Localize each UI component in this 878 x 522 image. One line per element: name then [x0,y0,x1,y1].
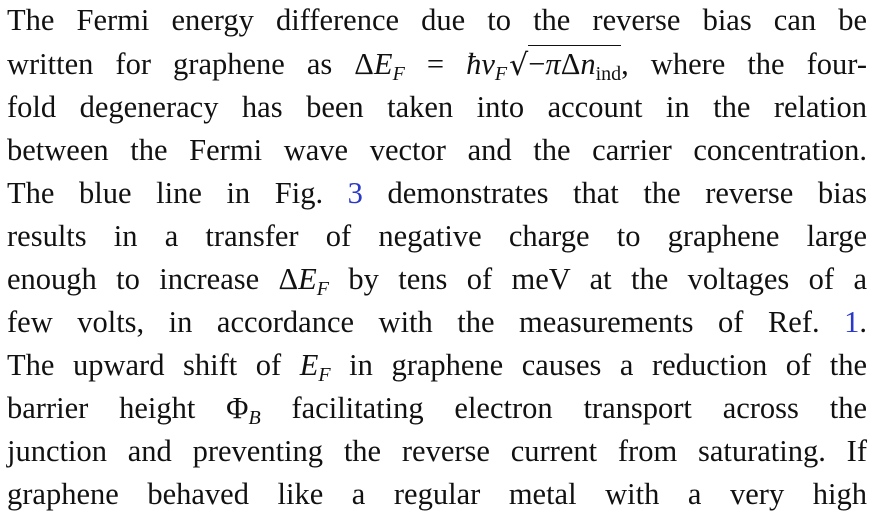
text-line-7: enough to increase ΔEF by tens of meV at… [7,258,867,301]
math-v: v [481,47,495,81]
sqrt-radicand: −πΔnind [528,45,622,84]
math-delta: Δ [560,47,581,81]
sqrt-radical: √ [509,48,529,83]
line-text: barrier height [7,391,227,425]
figure-reference-link[interactable]: 3 [347,176,363,210]
line-text: between the Fermi wave vector and the ca… [7,133,867,167]
line-text: . [859,305,867,339]
math-sub-B: B [248,407,261,429]
text-line-4: between the Fermi wave vector and the ca… [7,129,867,172]
line-text: in graphene causes a reduction of the [330,348,867,382]
text-line-2: written for graphene as ΔEF = ħvF√−πΔnin… [7,43,867,86]
text-line-9: The upward shift of EF in graphene cause… [7,344,867,387]
math-delta: Δ [278,262,299,296]
citation-reference-link[interactable]: 1 [844,305,860,339]
math-E: E [299,348,319,382]
text-line-8: few volts, in accordance with the measur… [7,301,867,344]
text-line-1: The Fermi energy difference due to the r… [7,0,867,42]
line-text: few volts, in accordance with the measur… [7,305,845,339]
math-sub-ind: ind [595,63,622,85]
text-line-12: graphene behaved like a regular metal wi… [7,473,867,516]
line-text: written for graphene as [7,47,355,81]
text-line-5: The blue line in Fig. 3 demonstrates tha… [7,172,867,215]
line-text: results in a transfer of negative charge… [7,219,867,253]
text-line-11: junction and preventing the reverse curr… [7,430,867,473]
paper-text-body: The Fermi energy difference due to the r… [7,0,867,516]
line-text: facilitating electron transport across t… [260,391,867,425]
math-sub-F: F [392,63,405,85]
math-minus: − [528,47,546,81]
line-text: graphene behaved like a regular metal wi… [7,477,867,511]
line-text: by tens of meV at the voltages of a [329,262,867,296]
line-text: junction and preventing the reverse curr… [7,434,867,468]
math-delta: Δ [354,47,374,81]
math-pi: π [545,47,561,81]
math-E: E [373,47,393,81]
math-sub-F: F [316,278,330,300]
math-sqrt: √−πΔnind [507,43,622,86]
line-text: fold degeneracy has been taken into acco… [7,90,867,124]
equation-fermi-energy: ΔEF = ħvF√−πΔnind [354,45,622,84]
line-text: demonstrates that the reverse bias [362,176,867,210]
math-phi: Φ [226,391,249,425]
line-text: The upward shift of [7,348,300,382]
math-sub-F: F [494,63,508,85]
line-text: , where the four- [621,47,867,81]
text-line-3: fold degeneracy has been taken into acco… [7,86,867,129]
math-equals: = [404,47,467,81]
math-n: n [580,47,596,81]
math-sub-F: F [318,364,331,386]
text-line-10: barrier height ΦB facilitating electron … [7,387,867,430]
line-text: enough to increase [7,262,279,296]
text-line-6: results in a transfer of negative charge… [7,215,867,258]
math-hbar: ħ [466,47,482,81]
line-text: The blue line in Fig. [7,176,348,210]
line-text: The Fermi energy difference due to the r… [7,3,867,37]
math-E: E [298,262,317,296]
